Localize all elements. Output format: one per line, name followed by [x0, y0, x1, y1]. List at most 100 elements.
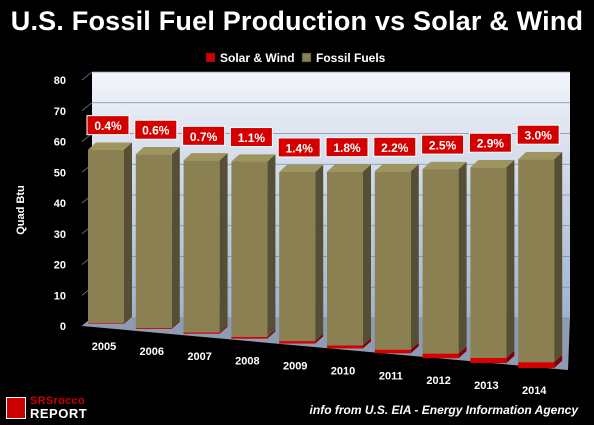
- bar-fossil-fuels-side: [267, 154, 276, 337]
- bar-fossil-fuels: [518, 159, 555, 363]
- data-label: 0.6%: [142, 124, 170, 138]
- bar-fossil-fuels-top: [470, 160, 515, 168]
- data-label-box: [516, 124, 560, 145]
- chart-title: U.S. Fossil Fuel Production vs Solar & W…: [10, 6, 584, 36]
- bar-solar-wind-side: [171, 320, 180, 329]
- data-label: 2.2%: [381, 141, 409, 155]
- y-tick-label: 0: [60, 321, 66, 333]
- x-tick-label: 2010: [331, 365, 355, 377]
- bar-fossil-fuels-top: [88, 142, 132, 150]
- legend-swatch: [301, 52, 312, 63]
- bar-fossil-fuels: [231, 161, 268, 337]
- data-label-box: [421, 134, 465, 155]
- bar-fossil-fuels-side: [458, 161, 467, 354]
- legend-label: Fossil Fuels: [316, 51, 386, 65]
- data-label-box: [325, 137, 369, 158]
- bar-fossil-fuels-side: [171, 147, 180, 328]
- bar-solar-wind: [470, 357, 507, 364]
- y-tick-label: 60: [54, 137, 66, 149]
- bar-fossil-fuels-side: [124, 142, 132, 324]
- y-tick-label: 40: [54, 198, 66, 210]
- x-tick-label: 2009: [283, 361, 307, 373]
- x-tick-label: 2013: [474, 380, 498, 392]
- logo-text-top: SRSrocco: [30, 395, 85, 407]
- gridline-side: [81, 102, 93, 112]
- data-label: 1.4%: [286, 141, 314, 155]
- bar-solar-wind-side: [458, 346, 467, 359]
- bar-solar-wind-side: [315, 333, 324, 344]
- bar-solar-wind: [135, 327, 172, 329]
- bar-solar-wind: [374, 349, 411, 354]
- y-tick-label: 80: [54, 75, 66, 87]
- data-label-box: [468, 132, 512, 153]
- y-axis-label: Quad Btu: [15, 185, 27, 235]
- bar-fossil-fuels: [374, 171, 411, 350]
- x-tick-label: 2012: [426, 375, 450, 387]
- bar-solar-wind-side: [410, 342, 419, 354]
- data-label: 1.8%: [333, 141, 361, 155]
- data-label: 3.0%: [525, 129, 553, 143]
- source-note: info from U.S. EIA - Energy Information …: [309, 403, 578, 417]
- bar-fossil-fuels-top: [374, 164, 419, 172]
- bar-fossil-fuels-top: [422, 161, 467, 170]
- y-tick-label: 50: [54, 167, 66, 179]
- bar-fossil-fuels-top: [327, 164, 371, 172]
- bar-fossil-fuels-top: [279, 164, 324, 172]
- y-tick-label: 10: [54, 290, 66, 302]
- bar-solar-wind-side: [267, 329, 276, 339]
- bar-fossil-fuels-top: [183, 153, 228, 161]
- bar-solar-wind-side: [363, 338, 371, 349]
- bar-solar-wind: [327, 345, 363, 349]
- bar-fossil-fuels: [422, 169, 459, 354]
- data-label-box: [229, 127, 273, 148]
- bar-solar-wind: [88, 323, 124, 324]
- bar-fossil-fuels: [470, 167, 507, 358]
- y-tick-label: 70: [54, 106, 66, 118]
- data-label: 0.7%: [190, 130, 218, 144]
- x-tick-label: 2008: [235, 356, 259, 368]
- x-tick-label: 2005: [92, 341, 116, 353]
- bar-fossil-fuels-top: [135, 147, 180, 155]
- legend-label: Solar & Wind: [220, 51, 295, 65]
- bar-solar-wind: [279, 341, 316, 344]
- bar-fossil-fuels-side: [363, 164, 371, 346]
- bar-solar-wind: [518, 362, 555, 368]
- data-label-box: [86, 115, 130, 136]
- data-label-box: [373, 136, 417, 157]
- bar-solar-wind-side: [124, 316, 132, 324]
- data-label-box: [182, 125, 226, 146]
- x-tick-label: 2007: [187, 351, 211, 363]
- bar-solar-wind-side: [506, 350, 515, 364]
- bar-fossil-fuels: [135, 154, 172, 328]
- srsrocco-logo: SRSrocco REPORT: [6, 395, 98, 421]
- data-label: 2.5%: [429, 139, 457, 153]
- bar-solar-wind-side: [219, 325, 228, 334]
- bar-solar-wind: [231, 336, 268, 339]
- y-tick-label: 30: [54, 229, 66, 241]
- legend-swatch: [205, 52, 216, 63]
- x-tick-label: 2006: [140, 346, 164, 358]
- data-label: 2.9%: [477, 137, 505, 151]
- data-label-box: [277, 137, 321, 158]
- bar-solar-wind: [183, 332, 220, 334]
- x-tick-label: 2011: [379, 370, 403, 382]
- bar-fossil-fuels-side: [554, 152, 563, 363]
- bar-fossil-fuels-top: [518, 152, 563, 160]
- bar-fossil-fuels-side: [219, 153, 228, 333]
- bar-fossil-fuels-top: [231, 154, 276, 162]
- bar-fossil-fuels: [88, 149, 124, 324]
- data-label-box: [134, 119, 178, 140]
- data-label: 1.1%: [238, 131, 266, 145]
- bar-fossil-fuels-side: [506, 160, 515, 358]
- bar-solar-wind: [422, 353, 459, 359]
- bar-fossil-fuels: [279, 171, 316, 342]
- gridline-side: [81, 71, 93, 81]
- bar-fossil-fuels-side: [315, 164, 324, 342]
- data-label: 0.4%: [94, 119, 122, 133]
- bar-fossil-fuels: [183, 160, 220, 333]
- x-tick-label: 2014: [522, 385, 547, 397]
- bar-solar-wind-side: [554, 354, 563, 368]
- bar-fossil-fuels-side: [410, 164, 419, 350]
- bar-fossil-fuels: [327, 171, 363, 346]
